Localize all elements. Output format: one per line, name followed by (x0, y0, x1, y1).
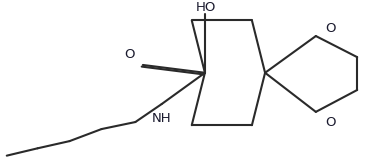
Text: O: O (325, 115, 335, 129)
Text: O: O (124, 48, 135, 61)
Text: NH: NH (152, 112, 171, 125)
Text: HO: HO (196, 1, 216, 14)
Text: O: O (325, 22, 335, 35)
